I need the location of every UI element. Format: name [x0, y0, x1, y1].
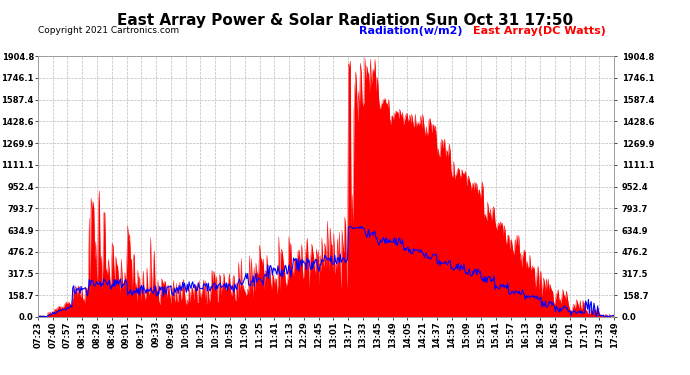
Text: Radiation(w/m2): Radiation(w/m2)	[359, 26, 462, 36]
Text: East Array(DC Watts): East Array(DC Watts)	[473, 26, 606, 36]
Text: East Array Power & Solar Radiation Sun Oct 31 17:50: East Array Power & Solar Radiation Sun O…	[117, 13, 573, 28]
Text: Copyright 2021 Cartronics.com: Copyright 2021 Cartronics.com	[38, 26, 179, 35]
